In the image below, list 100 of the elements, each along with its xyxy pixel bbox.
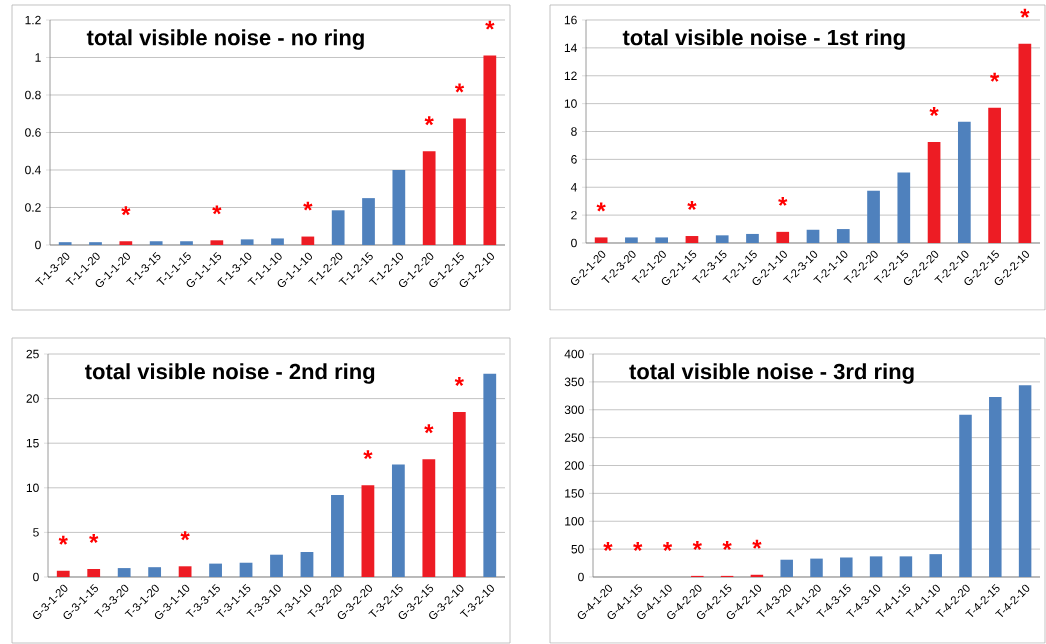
bar [625, 237, 638, 243]
bar [810, 558, 823, 577]
annotation: * [212, 205, 222, 215]
y-tick-label: 400 [564, 349, 584, 359]
bar [87, 568, 101, 577]
y-tick-label: 200 [564, 461, 584, 470]
y-tick-label: 15 [26, 439, 39, 448]
y-tick-label: 8 [571, 127, 577, 136]
bar [391, 464, 405, 577]
annotation: * [180, 531, 190, 541]
bar [594, 237, 608, 243]
annotation: * [990, 72, 1000, 82]
bar [655, 237, 669, 243]
y-tick-label: 4 [570, 183, 577, 192]
bar [453, 118, 466, 245]
bar [301, 236, 315, 245]
y-tick-label: 150 [565, 489, 584, 498]
chart-title: total visible noise - 3rd ring [629, 363, 914, 384]
annotation: * [662, 542, 673, 551]
bar [362, 198, 375, 245]
bar [869, 556, 883, 577]
bar [483, 55, 497, 245]
y-tick-label: 1.2 [25, 15, 41, 25]
bar [929, 554, 942, 577]
bar [209, 563, 222, 577]
bar [210, 240, 224, 245]
annotation: * [454, 83, 465, 93]
bar [452, 411, 466, 577]
annotation: * [603, 542, 613, 551]
bar [840, 557, 853, 577]
annotation: * [1020, 8, 1030, 18]
y-tick-label: 14 [564, 43, 577, 52]
bar [989, 396, 1002, 577]
bar [422, 151, 436, 245]
bar [240, 239, 254, 245]
y-tick-label: 10 [26, 483, 39, 493]
y-tick-label: 10 [564, 99, 577, 108]
bar [1018, 385, 1032, 577]
bar [897, 172, 911, 243]
bar [149, 241, 163, 245]
y-tick-label: 50 [571, 544, 584, 554]
bar [867, 190, 880, 243]
y-tick-label: 0 [571, 238, 577, 248]
y-tick-label: 0 [578, 572, 584, 582]
annotation: * [596, 202, 606, 212]
bar [483, 373, 497, 577]
annotation: * [485, 20, 495, 30]
annotation: * [687, 201, 697, 211]
annotation: * [363, 450, 373, 460]
y-tick-label: 0 [35, 240, 41, 250]
y-tick-label: 25 [26, 349, 39, 359]
bar [331, 494, 344, 577]
bar [117, 568, 131, 577]
bar [836, 229, 850, 243]
bar [957, 121, 971, 243]
bar [270, 554, 283, 577]
y-tick-label: 0.4 [25, 165, 41, 175]
chart-title: total visible noise - no ring [86, 29, 364, 50]
bar [392, 170, 406, 245]
y-tick-label: 100 [565, 517, 584, 526]
bar [178, 566, 192, 577]
y-tick-label: 6 [571, 155, 577, 164]
annotation: * [778, 196, 788, 206]
bar [361, 485, 375, 577]
annotation: * [722, 540, 732, 550]
annotation: * [303, 201, 313, 211]
annotation: * [692, 540, 702, 550]
y-tick-label: 0.2 [25, 203, 41, 212]
bar [959, 414, 972, 577]
bar [1018, 43, 1032, 243]
annotation: * [89, 534, 99, 543]
bar [300, 552, 314, 577]
bar [746, 233, 759, 243]
bar [89, 242, 102, 245]
bar [715, 235, 729, 243]
y-tick-label: 0 [33, 572, 39, 582]
y-tick-label: 16 [564, 15, 577, 25]
chart-title: total visible noise - 2nd ring [84, 363, 375, 384]
y-tick-label: 12 [564, 71, 577, 80]
bar [806, 229, 820, 243]
bar [927, 141, 941, 243]
bar [780, 559, 793, 577]
annotation: * [929, 107, 939, 116]
annotation: * [121, 206, 131, 216]
annotation: * [633, 542, 643, 551]
annotation: * [58, 535, 68, 545]
y-tick-label: 0.8 [25, 90, 41, 100]
y-tick-label: 1 [35, 53, 41, 62]
annotation: * [424, 116, 434, 126]
y-tick-label: 2 [571, 210, 577, 220]
bar [239, 562, 253, 577]
y-tick-label: 300 [564, 405, 584, 415]
bar [58, 242, 72, 245]
chart-title: total visible noise - 1st ring [622, 29, 905, 50]
bar [148, 567, 162, 577]
annotation: * [752, 539, 762, 549]
bar [271, 238, 284, 245]
annotation: * [454, 377, 464, 386]
annotation: * [424, 424, 434, 434]
bar [685, 236, 699, 243]
